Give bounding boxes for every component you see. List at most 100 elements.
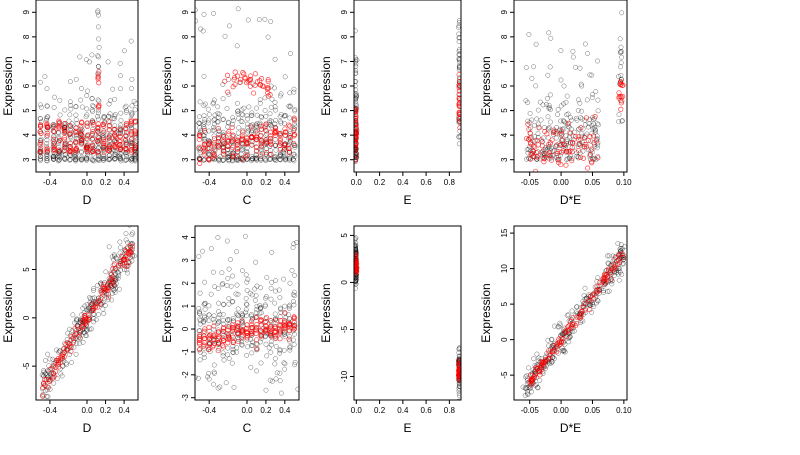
fitted-point xyxy=(253,314,260,320)
fitted-point xyxy=(216,173,220,177)
fitted-point xyxy=(456,95,461,101)
observed-point xyxy=(582,285,588,291)
observed-point xyxy=(78,97,84,103)
fitted-point xyxy=(553,131,559,137)
observed-point xyxy=(593,89,599,95)
y-tick-label: 5 xyxy=(500,301,509,306)
fitted-point xyxy=(100,284,106,290)
fitted-point xyxy=(354,157,359,163)
observed-point xyxy=(606,253,612,259)
observed-point xyxy=(129,76,135,82)
observed-point xyxy=(91,288,97,294)
fitted-point xyxy=(95,103,102,109)
fitted-point xyxy=(291,117,298,123)
observed-point xyxy=(220,158,226,163)
fitted-point xyxy=(291,323,297,329)
observed-point xyxy=(67,157,73,163)
observed-point xyxy=(290,245,296,250)
fitted-point xyxy=(122,263,128,269)
fitted-point xyxy=(573,323,579,329)
fitted-point xyxy=(263,323,269,329)
observed-point xyxy=(273,343,279,349)
fitted-point xyxy=(267,135,273,142)
fitted-point xyxy=(456,376,461,382)
observed-point xyxy=(201,103,207,109)
observed-point xyxy=(50,365,56,371)
observed-point xyxy=(211,10,216,16)
observed-point xyxy=(52,94,57,100)
fitted-point xyxy=(133,135,138,141)
observed-point xyxy=(617,36,623,42)
observed-point xyxy=(292,123,298,129)
fitted-point xyxy=(281,322,288,328)
fitted-point xyxy=(578,125,584,131)
fitted-point xyxy=(547,353,553,359)
y-tick-label: 4 xyxy=(22,132,31,137)
fitted-point xyxy=(277,336,283,342)
observed-point xyxy=(273,278,279,284)
observed-point xyxy=(112,113,118,119)
observed-point xyxy=(249,110,255,116)
observed-point xyxy=(456,20,461,26)
fitted-point xyxy=(40,393,46,399)
observed-point xyxy=(614,270,620,275)
observed-point xyxy=(211,369,217,375)
observed-point xyxy=(579,108,585,114)
observed-point xyxy=(70,312,76,318)
fitted-point xyxy=(286,322,292,328)
fitted-point xyxy=(112,143,118,149)
x-tick-label: 0.0 xyxy=(241,178,253,187)
fitted-point xyxy=(100,121,106,127)
observed-point xyxy=(239,268,245,274)
observed-point xyxy=(594,136,600,142)
observed-point xyxy=(273,288,278,294)
fitted-point xyxy=(230,132,236,138)
observed-point xyxy=(526,32,532,37)
fitted-point xyxy=(83,319,89,325)
observed-point xyxy=(106,153,112,159)
fitted-point xyxy=(608,276,614,282)
fitted-point xyxy=(101,144,107,150)
observed-point xyxy=(257,305,263,311)
observed-point xyxy=(594,121,600,127)
observed-point xyxy=(201,12,207,17)
observed-point xyxy=(529,117,535,123)
points xyxy=(195,6,298,177)
fitted-point xyxy=(572,133,579,140)
fitted-point xyxy=(536,125,542,131)
observed-point xyxy=(80,339,86,345)
observed-point xyxy=(123,231,129,237)
fitted-point xyxy=(602,280,608,286)
observed-point xyxy=(110,86,116,92)
observed-point xyxy=(107,270,113,276)
fitted-point xyxy=(456,103,461,109)
y-tick-label: 3 xyxy=(22,157,31,162)
fitted-point xyxy=(257,327,263,334)
observed-point xyxy=(249,113,254,119)
observed-point xyxy=(220,141,226,147)
observed-point xyxy=(200,248,206,254)
observed-point xyxy=(268,342,274,348)
observed-point xyxy=(573,115,579,121)
observed-point xyxy=(553,144,559,150)
fitted-point xyxy=(211,154,217,160)
fitted-point xyxy=(235,320,241,326)
fitted-point xyxy=(619,98,625,104)
x-tick-label: 0.10 xyxy=(616,178,632,187)
fitted-point xyxy=(63,342,69,348)
observed-point xyxy=(206,303,212,309)
observed-point xyxy=(268,339,274,345)
observed-point xyxy=(243,309,249,315)
observed-point xyxy=(523,98,529,104)
y-tick-label: 5 xyxy=(22,267,31,272)
observed-point xyxy=(244,121,250,127)
observed-point xyxy=(292,331,297,337)
fitted-point xyxy=(292,319,298,325)
observed-point xyxy=(577,100,583,106)
observed-point xyxy=(123,149,129,155)
observed-point xyxy=(226,153,232,159)
observed-point xyxy=(354,55,358,61)
fitted-point xyxy=(249,330,255,336)
fitted-point xyxy=(78,129,84,135)
fitted-point xyxy=(111,282,117,288)
